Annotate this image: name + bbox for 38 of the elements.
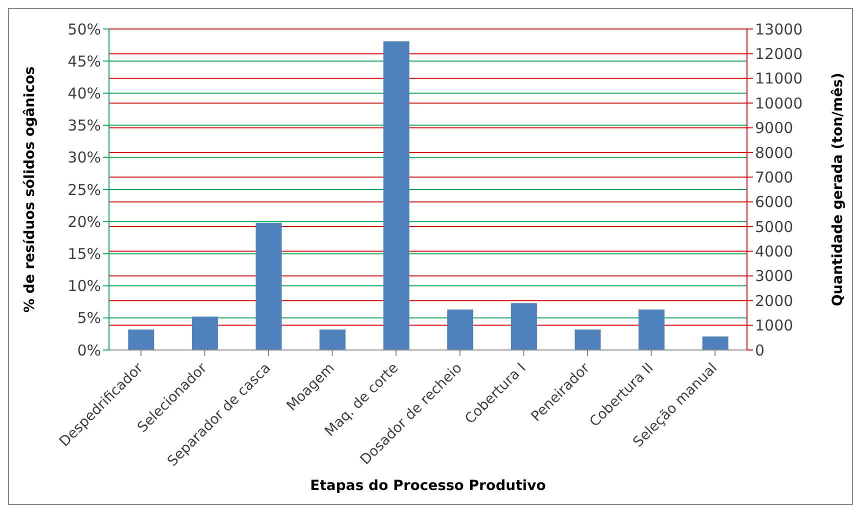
bar (447, 310, 474, 350)
y2-tick-label: 3000 (755, 267, 794, 286)
y2-tick-label: 13000 (755, 20, 803, 38)
bar (256, 222, 282, 350)
y2-tick-label: 5000 (755, 218, 794, 236)
y-tick-label: 30% (68, 148, 101, 167)
y2-tick-label: 12000 (755, 45, 803, 64)
y-tick-label: 40% (68, 84, 101, 103)
y-tick-label: 45% (68, 52, 101, 70)
bar (383, 41, 410, 350)
y2-tick-label: 10000 (755, 94, 803, 112)
y2-tick-label: 0 (755, 341, 765, 360)
y-axis-title: % de resíduos sólidos ogânicos (22, 66, 38, 313)
bar (320, 329, 346, 350)
y-tick-label: 35% (68, 116, 101, 135)
y2-tick-label: 4000 (755, 242, 794, 261)
y2-tick-label: 1000 (755, 316, 794, 335)
y-tick-label: 15% (68, 245, 101, 264)
bar (192, 316, 218, 350)
y-tick-label: 25% (68, 180, 101, 199)
y2-tick-label: 8000 (755, 144, 794, 162)
y-tick-label: 5% (77, 309, 101, 328)
y-tick-label: 0% (77, 341, 101, 360)
y-tick-label: 20% (68, 212, 101, 231)
y-tick-label: 10% (68, 277, 101, 296)
bar (510, 303, 537, 350)
y-tick-label: 50% (68, 20, 101, 38)
y2-tick-label: 7000 (755, 168, 794, 186)
y2-tick-label: 11000 (755, 70, 803, 88)
bar (574, 329, 601, 350)
x-axis-title: Etapas do Processo Produtivo (310, 478, 546, 494)
y2-tick-label: 6000 (755, 193, 794, 212)
y2-axis-title: Quantidade gerada (ton/mês) (830, 72, 846, 306)
bar (128, 329, 154, 350)
bar (702, 336, 728, 350)
y2-tick-label: 2000 (755, 292, 794, 310)
bar (638, 310, 665, 350)
y2-tick-label: 9000 (755, 119, 794, 138)
